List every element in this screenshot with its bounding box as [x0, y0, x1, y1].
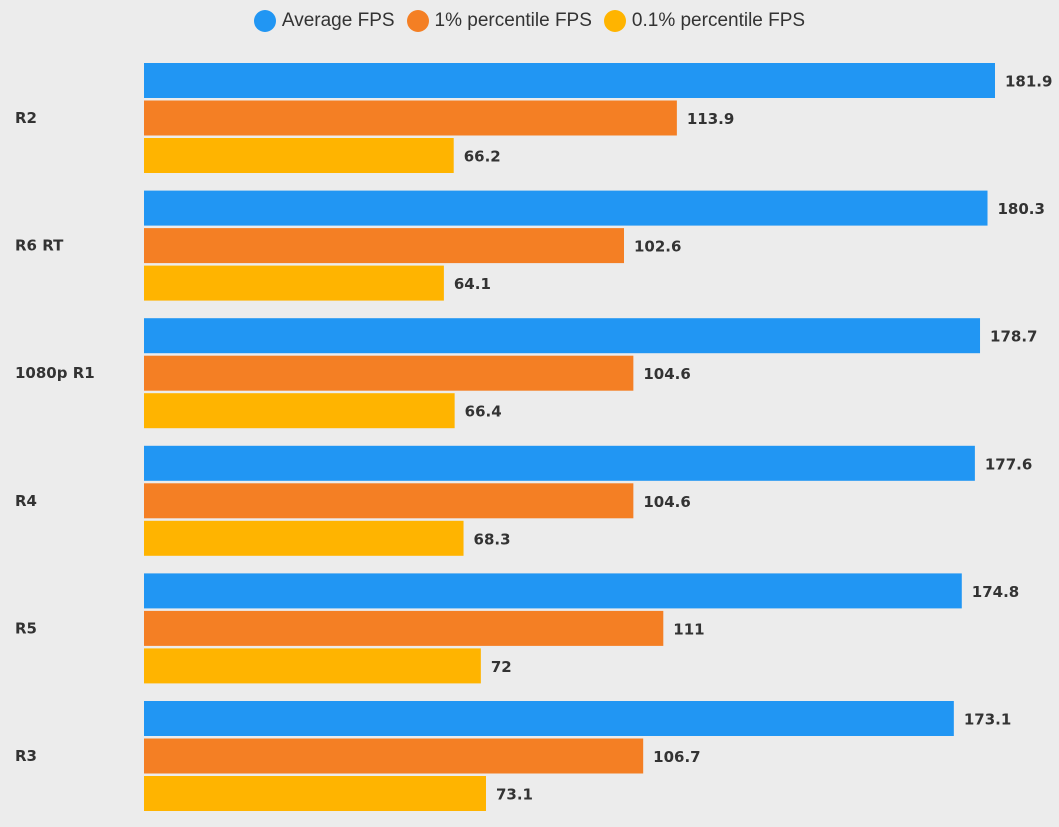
chart-legend: Average FPS 1% percentile FPS 0.1% perce… [0, 10, 1059, 32]
value-label-r5-average-fps: 174.8 [972, 583, 1019, 601]
bar-r4-average-fps[interactable] [144, 445, 975, 481]
legend-label-1pct-fps: 1% percentile FPS [434, 10, 592, 31]
value-label-r2-1-percentile-fps: 113.9 [687, 110, 734, 128]
legend-item-average-fps[interactable]: Average FPS [253, 10, 395, 32]
bar-r5-1-percentile-fps[interactable] [144, 610, 664, 646]
legend-swatch-1pct-fps-icon [406, 10, 429, 32]
bar-r3-average-fps[interactable] [144, 701, 954, 736]
category-label-r6-rt: R6 RT [15, 237, 64, 255]
value-label-1080p-r1-average-fps: 178.7 [990, 328, 1037, 346]
bar-r5-0-1-percentile-fps[interactable] [144, 648, 481, 684]
bar-1080p-r1-0-1-percentile-fps[interactable] [144, 393, 455, 429]
legend-label-average-fps: Average FPS [281, 10, 395, 31]
bar-r3-0-1-percentile-fps[interactable] [144, 776, 486, 811]
legend-item-0-1pct-fps[interactable]: 0.1% percentile FPS [603, 10, 806, 32]
bar-1080p-r1-average-fps[interactable] [144, 318, 981, 354]
value-label-r3-1-percentile-fps: 106.7 [653, 748, 700, 766]
legend-item-1pct-fps[interactable]: 1% percentile FPS [406, 10, 592, 32]
value-label-r4-0-1-percentile-fps: 68.3 [474, 530, 511, 548]
bar-r2-0-1-percentile-fps[interactable] [144, 138, 454, 173]
value-label-r3-0-1-percentile-fps: 73.1 [496, 786, 533, 804]
bar-r6-rt-0-1-percentile-fps[interactable] [144, 265, 444, 301]
legend-label-0-1pct-fps: 0.1% percentile FPS [631, 10, 806, 31]
bar-r4-1-percentile-fps[interactable] [144, 483, 634, 519]
category-label-r3: R3 [15, 747, 37, 765]
value-label-1080p-r1-0-1-percentile-fps: 66.4 [465, 403, 502, 421]
value-label-1080p-r1-1-percentile-fps: 104.6 [643, 365, 690, 383]
legend-swatch-0-1pct-fps-icon [603, 10, 626, 32]
bar-r2-1-percentile-fps[interactable] [144, 100, 677, 136]
value-label-r5-1-percentile-fps: 111 [673, 620, 704, 638]
value-label-r5-0-1-percentile-fps: 72 [491, 658, 512, 676]
bar-r4-0-1-percentile-fps[interactable] [144, 520, 464, 556]
legend-swatch-average-fps-icon [253, 10, 276, 32]
value-label-r6-rt-average-fps: 180.3 [998, 200, 1045, 218]
value-label-r2-average-fps: 181.9 [1005, 73, 1052, 91]
category-label-r5: R5 [15, 619, 37, 637]
bar-r3-1-percentile-fps[interactable] [144, 738, 644, 774]
value-label-r2-0-1-percentile-fps: 66.2 [464, 148, 501, 166]
value-label-r4-1-percentile-fps: 104.6 [643, 493, 690, 511]
bar-r6-rt-1-percentile-fps[interactable] [144, 228, 625, 264]
category-label-1080p-r1: 1080p R1 [15, 364, 95, 382]
bar-1080p-r1-1-percentile-fps[interactable] [144, 355, 634, 391]
value-label-r6-rt-0-1-percentile-fps: 64.1 [454, 275, 491, 293]
value-label-r3-average-fps: 173.1 [964, 711, 1011, 729]
value-label-r4-average-fps: 177.6 [985, 455, 1032, 473]
bar-r6-rt-average-fps[interactable] [144, 190, 988, 226]
bar-r5-average-fps[interactable] [144, 573, 962, 609]
value-label-r6-rt-1-percentile-fps: 102.6 [634, 238, 681, 256]
bar-r2-average-fps[interactable] [144, 63, 995, 98]
category-label-r4: R4 [15, 492, 37, 510]
category-label-r2: R2 [15, 109, 37, 127]
